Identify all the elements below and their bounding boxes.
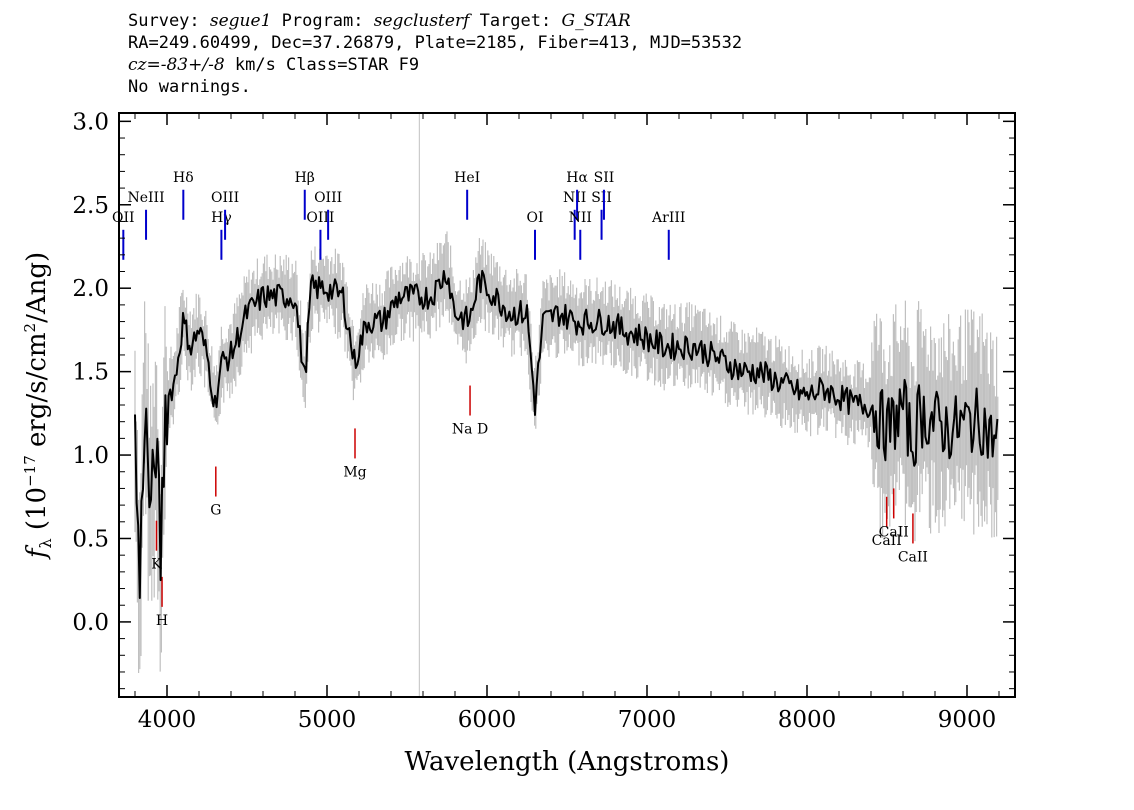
absorption-line-label: CaII — [879, 524, 909, 540]
y-axis-title: fλ (10−17 erg/s/cm2/Ang) — [21, 252, 55, 560]
y-axis-title-part: (10 — [22, 487, 52, 539]
y-axis-title-part: 2 — [21, 323, 39, 333]
y-tick-label: 2.0 — [72, 276, 109, 302]
x-tick-label: 4000 — [138, 707, 197, 733]
absorption-line-label: Na D — [452, 422, 488, 438]
y-axis-title-part: λ — [36, 538, 55, 548]
emission-line-label: Hδ — [173, 170, 194, 186]
flux-series-line — [134, 269, 999, 599]
emission-line-label: Hα — [566, 170, 588, 186]
survey-label: Survey: — [128, 11, 210, 31]
y-axis-title-part: −17 — [21, 455, 39, 487]
target-label: Target: — [469, 11, 562, 31]
x-tick-label: 6000 — [458, 707, 517, 733]
y-tick-label: 0.0 — [72, 610, 109, 636]
emission-line-label: OIII — [306, 210, 334, 226]
y-tick-label: 2.5 — [72, 193, 109, 219]
spectrum-info-header: Survey: segue1 Program: segclusterf Targ… — [128, 10, 742, 98]
program-label: Program: — [271, 11, 374, 31]
emission-line-label: SII — [594, 170, 615, 186]
y-tick-label: 1.0 — [72, 443, 109, 469]
class-text: km/s Class=STAR F9 — [224, 55, 420, 75]
absorption-line-label: Mg — [343, 464, 366, 480]
y-tick-label: 3.0 — [72, 109, 109, 135]
emission-line-label: HeI — [454, 170, 480, 186]
cz-label: cz — [128, 55, 147, 75]
absorption-line-label: G — [210, 503, 221, 519]
program-value: segclusterf — [373, 11, 470, 31]
spectral-line-markers: OII NeIII Hδ Hγ OIII Hβ OIII OIII HeI OI NII Hα NII S… — [112, 170, 928, 629]
emission-line-label: NeIII — [127, 190, 164, 206]
emission-line-label: NII — [563, 190, 586, 206]
absorption-line-label: K — [151, 557, 162, 573]
header-line-redshift: cz=-83+/-8 km/s Class=STAR F9 — [128, 54, 742, 76]
x-tick-label: 9000 — [938, 707, 997, 733]
axis-ticks: 4000 5000 6000 7000 8000 9000 0.0 0.5 1.0 1.5 2.0 2… — [72, 109, 1015, 733]
emission-line-label: Hγ — [211, 210, 232, 226]
emission-line-label: NII — [569, 210, 592, 226]
x-axis-title: Wavelength (Angstroms) — [405, 747, 730, 777]
y-tick-label: 1.5 — [72, 360, 109, 386]
emission-line-label: Hβ — [295, 170, 315, 186]
survey-value: segue1 — [209, 11, 272, 31]
header-line-warnings: No warnings. — [128, 77, 251, 97]
emission-line-label: OIII — [314, 190, 342, 206]
emission-line-label: ArIII — [651, 210, 685, 226]
header-line-survey: Survey: segue1 Program: segclusterf Targ… — [128, 10, 742, 32]
absorption-line-label: CaII — [872, 533, 902, 549]
x-tick-label: 5000 — [298, 707, 357, 733]
cz-value: =-83+/-8 — [146, 55, 225, 75]
emission-line-label: OIII — [211, 190, 239, 206]
header-line-coordinates: RA=249.60499, Dec=37.26879, Plate=2185, … — [128, 33, 743, 53]
emission-line-label: OII — [112, 210, 135, 226]
noise-band-layer — [134, 231, 999, 673]
absorption-line-label: CaII — [898, 549, 928, 565]
y-tick-label: 0.5 — [72, 526, 109, 552]
y-axis-title-part: erg/s/cm — [22, 332, 52, 455]
emission-line-label: SII — [591, 190, 612, 206]
x-tick-label: 8000 — [778, 707, 837, 733]
target-value: G_STAR — [561, 11, 631, 31]
x-tick-label: 7000 — [618, 707, 677, 733]
emission-line-label: OI — [526, 210, 543, 226]
absorption-line-label: H — [156, 613, 168, 629]
y-axis-title-part: /Ang) — [22, 252, 52, 323]
